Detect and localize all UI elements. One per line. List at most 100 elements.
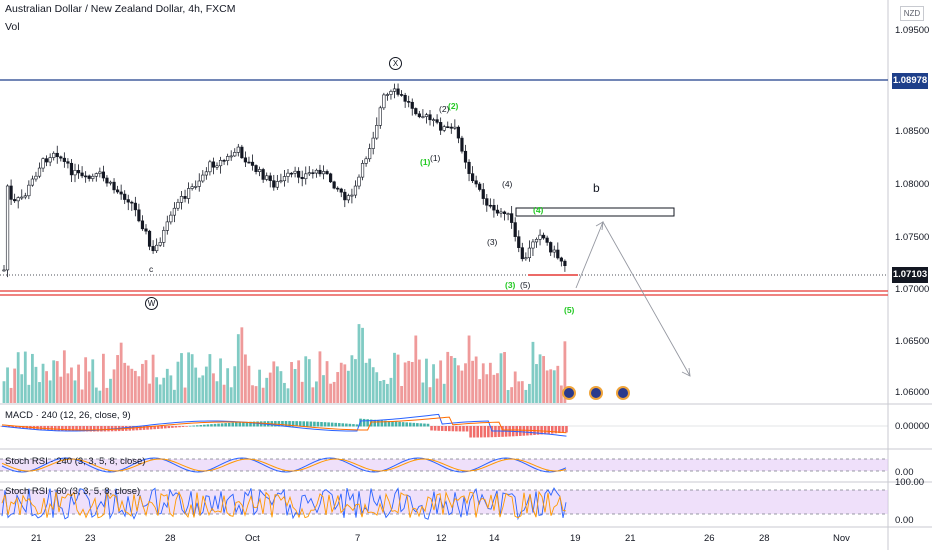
- economic-event-icon[interactable]: [589, 386, 603, 400]
- macd-histogram-bar: [199, 424, 203, 427]
- candle-body: [84, 175, 88, 178]
- macd-histogram-bar: [217, 423, 220, 427]
- candle-body: [467, 161, 471, 174]
- volume-bar: [354, 359, 357, 403]
- candle-body: [328, 173, 333, 183]
- candle-body: [293, 170, 297, 174]
- volume-bar: [204, 366, 208, 403]
- macd-histogram-bar: [437, 426, 440, 431]
- volume-bar: [346, 370, 350, 403]
- volume-bar: [112, 369, 116, 403]
- candle-body: [247, 161, 251, 164]
- volume-bar: [180, 353, 183, 403]
- volume-bar: [538, 354, 542, 403]
- macd-histogram-bar: [394, 421, 398, 427]
- macd-histogram-bar: [543, 426, 547, 435]
- symbol-title[interactable]: Australian Dollar / New Zealand Dollar, …: [5, 3, 236, 15]
- volume-bar: [169, 375, 173, 403]
- candle-body: [66, 161, 70, 164]
- candle-body: [478, 183, 482, 190]
- volume-bar: [552, 370, 556, 403]
- candle-body: [243, 157, 248, 163]
- macd-histogram-bar: [89, 426, 93, 432]
- candle-body: [23, 195, 27, 198]
- macd-tick: 0.00000: [895, 421, 930, 432]
- candle-body: [204, 171, 208, 176]
- candle-body: [300, 176, 304, 180]
- volume-bar: [173, 389, 176, 403]
- macd-histogram-bar: [188, 425, 192, 427]
- stoch240-legend[interactable]: Stoch RSI · 240 (3, 3, 5, 8, close): [5, 456, 146, 467]
- candle-body: [304, 173, 308, 180]
- candle-body: [76, 170, 81, 174]
- volume-bar: [357, 324, 361, 403]
- stoch240-tick: 0.00: [895, 467, 914, 478]
- candle-body: [343, 191, 347, 201]
- volume-bar: [474, 356, 478, 403]
- macd-histogram-bar: [245, 421, 249, 427]
- macd-histogram-bar: [96, 426, 100, 432]
- candle-body: [414, 108, 418, 115]
- volume-bar: [240, 327, 244, 403]
- volume-bar: [123, 362, 127, 403]
- candlesticks[interactable]: [2, 83, 567, 278]
- currency-badge[interactable]: NZD: [900, 6, 924, 21]
- candle-body: [2, 269, 6, 272]
- volume-bar: [20, 374, 24, 403]
- macd-histogram-bar: [149, 426, 153, 430]
- macd-histogram-bar: [337, 423, 341, 427]
- volume-bar: [329, 383, 332, 403]
- stoch60-legend[interactable]: Stoch RSI · 60 (3, 3, 5, 8, close): [5, 486, 141, 497]
- volume-bar: [446, 351, 450, 403]
- candle-body: [257, 169, 262, 172]
- macd-histogram-bar: [85, 426, 89, 432]
- candle-body: [165, 221, 169, 231]
- macd-histogram-bar: [185, 426, 188, 427]
- macd-histogram-bar: [309, 421, 313, 427]
- macd-histogram-bar: [391, 421, 394, 427]
- macd-histogram-bar: [78, 426, 82, 432]
- macd-histogram-bar: [53, 426, 57, 431]
- candle-body: [549, 242, 553, 253]
- volume-bar: [432, 364, 435, 403]
- macd-histogram-bar: [373, 419, 377, 427]
- target-zone-box[interactable]: [515, 207, 675, 217]
- candle-body: [439, 122, 443, 131]
- candle-body: [421, 116, 425, 118]
- volume-bar: [300, 381, 304, 403]
- candle-body: [520, 247, 524, 260]
- candle-body: [403, 94, 407, 102]
- macd-histogram-bar: [398, 421, 401, 427]
- macd-histogram-bar: [100, 426, 103, 432]
- volume-bar: [549, 369, 553, 403]
- volume-bar: [375, 372, 379, 403]
- macd-histogram-bar: [306, 421, 309, 427]
- candle-body: [194, 186, 198, 188]
- macd-legend[interactable]: MACD · 240 (12, 26, close, 9): [5, 410, 131, 421]
- volume-bar: [2, 381, 6, 403]
- macd-histogram-bar: [146, 426, 149, 430]
- economic-event-icon[interactable]: [616, 386, 630, 400]
- candle-body: [98, 171, 102, 174]
- economic-event-icon[interactable]: [562, 386, 576, 400]
- projection-path[interactable]: [575, 220, 691, 377]
- candle-body: [368, 148, 372, 160]
- volume-bar: [119, 342, 123, 403]
- candle-body: [339, 188, 343, 193]
- candle-body: [222, 159, 226, 162]
- macd-histogram-bar: [490, 426, 494, 438]
- macd-histogram-bar: [213, 423, 217, 427]
- volume-bar: [311, 387, 315, 403]
- volume-bar: [151, 354, 155, 403]
- volume-bar: [84, 357, 88, 403]
- volume-bar: [524, 389, 528, 403]
- macd-histogram-bar: [412, 422, 416, 427]
- volume-bar: [485, 374, 489, 403]
- macd-histogram-bar: [313, 421, 316, 427]
- candle-body: [240, 146, 244, 159]
- volume-legend[interactable]: Vol: [5, 21, 20, 33]
- volume-bar: [339, 362, 343, 403]
- macd-histogram-bar: [203, 424, 206, 427]
- date-tick: Oct: [245, 533, 260, 544]
